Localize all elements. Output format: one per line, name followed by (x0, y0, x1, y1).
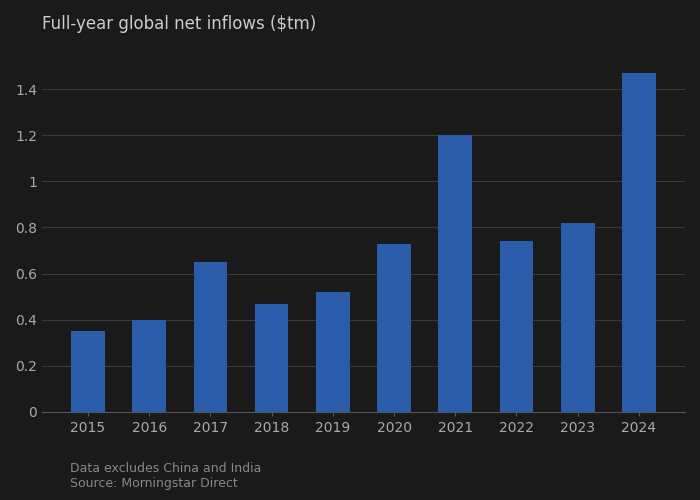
Bar (377, 244, 411, 412)
Text: Data excludes China and India
Source: Morningstar Direct: Data excludes China and India Source: Mo… (70, 462, 261, 490)
Bar (132, 320, 166, 412)
Bar (438, 135, 472, 412)
Bar (561, 223, 594, 412)
Bar (71, 331, 105, 412)
Bar (500, 242, 533, 412)
Bar (622, 73, 656, 412)
Text: Full-year global net inflows ($tm): Full-year global net inflows ($tm) (42, 15, 316, 33)
Bar (255, 304, 288, 412)
Bar (316, 292, 350, 412)
Bar (193, 262, 228, 412)
